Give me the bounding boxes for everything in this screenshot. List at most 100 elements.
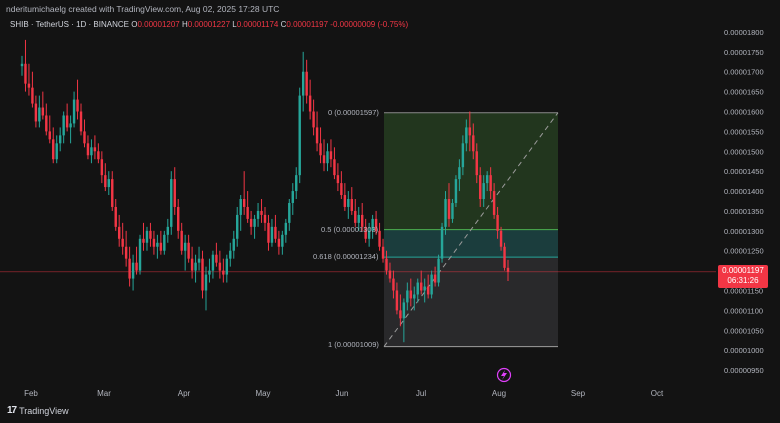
- candle-body: [374, 218, 378, 231]
- candle-body: [409, 290, 413, 299]
- price-tick-label: 0.00001250: [724, 247, 764, 256]
- candle-body: [111, 179, 114, 207]
- candle-body: [291, 191, 294, 203]
- candle-body: [58, 135, 62, 144]
- candle-body: [274, 226, 277, 239]
- candle-body: [350, 199, 354, 211]
- fib-label-1: 1 (0.00001009): [328, 340, 379, 349]
- candle-body: [416, 282, 419, 295]
- candle-body: [295, 175, 298, 192]
- candle-body: [263, 214, 267, 223]
- open-value: 0.00001207: [137, 20, 180, 29]
- candle-body: [465, 127, 468, 144]
- candle-body: [447, 199, 451, 219]
- candle-body: [319, 143, 322, 156]
- time-axis[interactable]: Feb Mar Apr May Jun Jul Aug Sep Oct: [24, 389, 664, 398]
- price-tick-label: 0.00001750: [724, 48, 764, 57]
- candle-body: [55, 143, 58, 160]
- high-label: H: [181, 20, 188, 29]
- tradingview-footer[interactable]: 17 TradingView: [7, 405, 69, 416]
- candle-body: [100, 159, 104, 176]
- candle-body: [503, 246, 506, 268]
- candle-body: [170, 179, 173, 227]
- candle-body: [34, 103, 38, 122]
- candle-body: [475, 151, 478, 176]
- candle-body: [135, 262, 138, 271]
- candle-body: [419, 282, 423, 291]
- candle-body: [131, 262, 135, 279]
- candle-body: [451, 202, 454, 219]
- fibonacci-retracement[interactable]: [383, 112, 559, 348]
- symbol-legend[interactable]: SHIB · TetherUS · 1D · BINANCE O0.000012…: [10, 20, 408, 29]
- candle-body: [232, 238, 235, 251]
- candle-body: [208, 270, 211, 275]
- candle-body: [357, 214, 360, 223]
- candle-body: [176, 206, 180, 231]
- candle-body: [201, 258, 204, 291]
- candle-body: [79, 111, 83, 132]
- close-value: 0.00001197: [286, 20, 329, 29]
- candle-body: [124, 246, 128, 259]
- candle-body: [107, 179, 111, 188]
- lightning-icon[interactable]: [496, 367, 512, 383]
- candle-body: [458, 167, 461, 180]
- candle-body: [117, 226, 121, 239]
- candle-body: [138, 238, 142, 271]
- candle-body: [423, 286, 426, 291]
- candle-body: [97, 151, 100, 160]
- candle-body: [499, 230, 503, 247]
- change-value: -0.00000009 (-0.75%): [330, 20, 409, 29]
- candle-body: [149, 230, 152, 239]
- candle-body: [392, 278, 395, 291]
- fib-label-0618: 0.618 (0.00001234): [313, 252, 379, 261]
- candle-body: [406, 290, 409, 303]
- candle-body: [76, 99, 79, 112]
- candle-body: [267, 222, 270, 243]
- candle-body: [440, 226, 444, 259]
- time-tick-label: Jun: [336, 389, 349, 398]
- candle-body: [128, 258, 131, 279]
- candle-body: [145, 230, 149, 243]
- price-tick-label: 0.00001550: [724, 127, 764, 136]
- creator-line: nderitumichaelg created with TradingView…: [6, 4, 280, 14]
- candle-body: [236, 214, 239, 239]
- candle-body: [218, 262, 222, 271]
- brand-name: TradingView: [19, 405, 69, 416]
- close-label: C: [280, 20, 287, 29]
- candle-body: [284, 222, 288, 235]
- symbol-name[interactable]: SHIB · TetherUS · 1D · BINANCE: [10, 20, 129, 29]
- candle-body: [93, 147, 97, 152]
- candle-body: [24, 63, 27, 84]
- price-tick-label: 0.00000950: [724, 366, 764, 375]
- candle-body: [121, 238, 124, 247]
- candle-body: [90, 147, 93, 156]
- candle-body: [426, 286, 430, 295]
- candle-body: [142, 238, 145, 243]
- candle-body: [496, 214, 499, 231]
- time-tick-label: Mar: [97, 389, 111, 398]
- price-axis[interactable]: 0.00001800 0.00001750 0.00001700 0.00001650…: [724, 28, 764, 375]
- candle-body: [322, 155, 326, 164]
- low-label: L: [232, 20, 237, 29]
- candle-body: [433, 274, 437, 283]
- candle-body: [222, 270, 225, 275]
- candle-body: [83, 131, 86, 144]
- candle-body: [173, 179, 176, 207]
- candle-body: [492, 191, 496, 215]
- candle-body: [329, 151, 333, 160]
- candle-body: [52, 139, 55, 160]
- candle-body: [187, 242, 190, 259]
- candle-body: [402, 302, 406, 319]
- candle-body: [360, 214, 364, 227]
- candle-body: [454, 179, 458, 203]
- time-tick-label: Aug: [492, 389, 506, 398]
- price-tick-label: 0.00001000: [724, 346, 764, 355]
- candle-body: [31, 87, 34, 104]
- fib-trend-line: [383, 112, 559, 347]
- candle-body: [194, 262, 197, 271]
- tradingview-logo-icon: 17: [7, 405, 17, 416]
- candle-body: [479, 175, 482, 200]
- candlestick-series[interactable]: [20, 39, 510, 343]
- candle-body: [229, 250, 232, 259]
